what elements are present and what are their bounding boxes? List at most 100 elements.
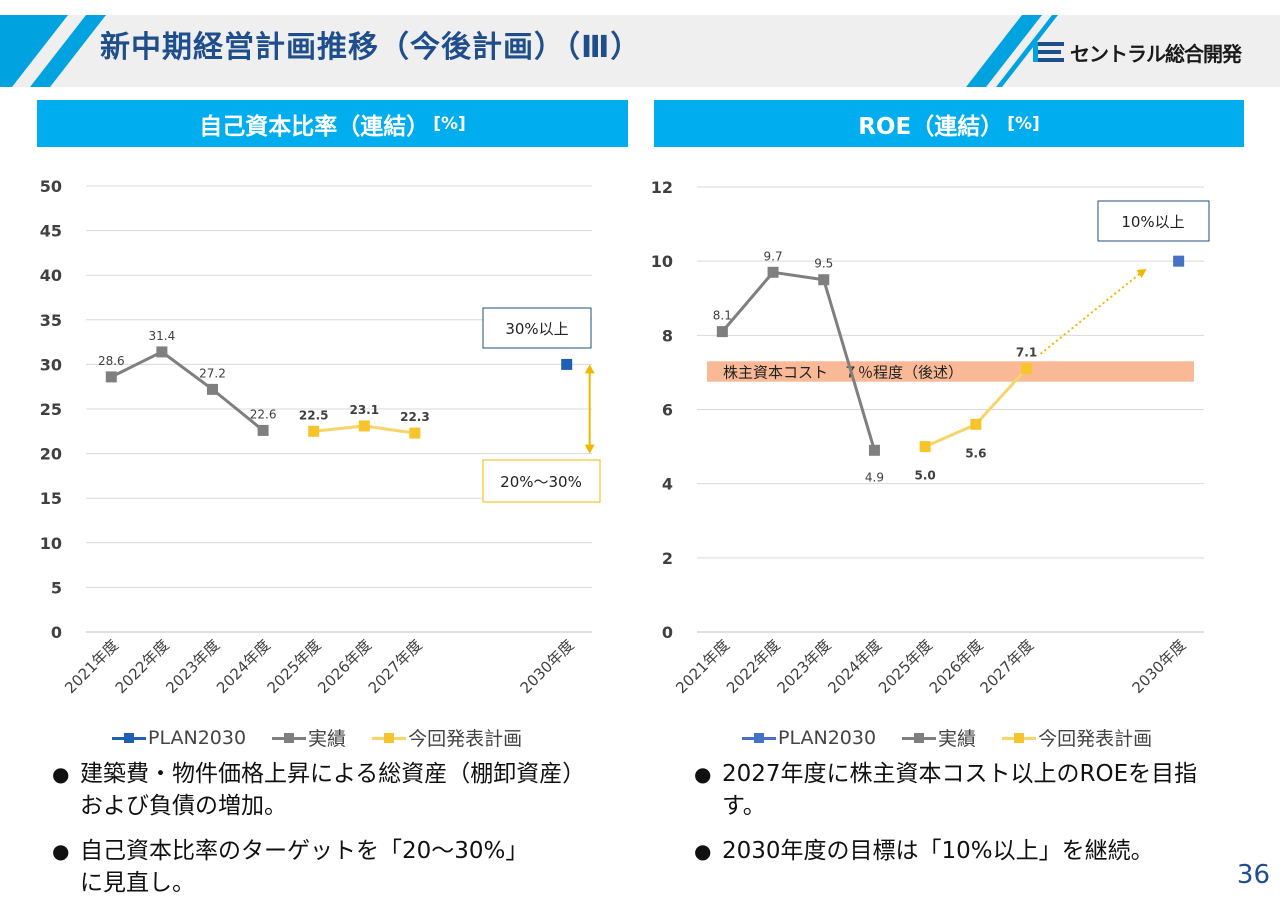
data-label: 27.2 xyxy=(199,366,226,380)
data-point xyxy=(868,444,880,456)
trend-arrow-line xyxy=(1039,272,1142,355)
data-point xyxy=(716,326,728,338)
data-label: 22.6 xyxy=(250,407,277,421)
legend-label: 今回発表計画 xyxy=(408,728,523,750)
x-tick-label: 2021年度 xyxy=(672,636,733,697)
roe-chart: 0246810122021年度2022年度2023年度2024年度2025年度2… xyxy=(651,178,1210,697)
y-tick-label: 0 xyxy=(51,623,62,642)
legend-label: PLAN2030 xyxy=(148,726,247,749)
trend-arrow-head xyxy=(1136,269,1147,279)
x-tick-label: 2026年度 xyxy=(314,636,375,697)
header-stripe-right-1 xyxy=(966,15,1042,87)
data-label: 22.3 xyxy=(400,410,430,424)
y-tick-label: 0 xyxy=(662,623,673,642)
y-tick-label: 12 xyxy=(651,178,673,197)
x-tick-label: 2030年度 xyxy=(517,636,578,697)
legend-item-actual: 実績 xyxy=(272,724,346,751)
left-panel-title: 自己資本比率（連結） xyxy=(199,113,430,140)
logo-text: セントラル総合開発 xyxy=(1070,41,1242,66)
x-tick-label: 2027年度 xyxy=(365,636,426,697)
range-arrow-head-up xyxy=(584,364,595,374)
y-tick-label: 5 xyxy=(51,578,62,597)
right-panel-header: ROE（連結） [%] xyxy=(654,100,1244,147)
y-tick-label: 20 xyxy=(40,445,62,464)
x-tick-label: 2022年度 xyxy=(112,636,173,697)
header-decoration xyxy=(0,15,1058,87)
cost-band-label: 株主資本コスト ７％程度（後述） xyxy=(723,363,963,381)
data-label: 4.9 xyxy=(865,470,884,484)
y-tick-label: 30 xyxy=(40,355,62,374)
page-number: 36 xyxy=(1236,860,1270,890)
x-tick-label: 2024年度 xyxy=(213,636,274,697)
bullet-item: 自己資本比率のターゲットを「20〜30%」に見直し。 xyxy=(52,835,520,899)
y-tick-label: 35 xyxy=(40,311,62,330)
annotation-box-target xyxy=(482,307,592,349)
header-stripe-left-2 xyxy=(30,15,106,87)
annotation-text-target: 10%以上 xyxy=(1121,213,1184,231)
data-label: 8.1 xyxy=(713,309,732,323)
annotation-text-range: 20%〜30% xyxy=(500,473,582,491)
data-point xyxy=(1021,363,1033,375)
left-panel-unit: [%] xyxy=(433,113,466,134)
annotation-text-target: 30%以上 xyxy=(505,320,568,338)
x-tick-label: 2023年度 xyxy=(774,636,835,697)
y-tick-label: 6 xyxy=(662,401,673,420)
data-point xyxy=(970,418,982,430)
data-label: 9.5 xyxy=(814,257,833,271)
data-point xyxy=(818,274,830,286)
y-tick-label: 40 xyxy=(40,266,62,285)
y-tick-label: 4 xyxy=(662,475,673,494)
data-point xyxy=(358,420,370,432)
y-tick-label: 10 xyxy=(40,534,62,553)
y-tick-label: 8 xyxy=(662,326,673,345)
x-tick-label: 2025年度 xyxy=(875,636,936,697)
x-tick-label: 2022年度 xyxy=(723,636,784,697)
legend-label: 今回発表計画 xyxy=(1038,728,1153,750)
data-point xyxy=(257,424,269,436)
data-point xyxy=(409,427,421,439)
legend-label: 実績 xyxy=(308,728,347,750)
data-label: 31.4 xyxy=(149,329,176,343)
data-label: 23.1 xyxy=(349,403,379,417)
bullet-item: 2027年度に株主資本コスト以上のROEを目指す。 xyxy=(694,758,1234,822)
legend-item-plan2030: PLAN2030 xyxy=(112,724,246,751)
data-point xyxy=(919,441,931,453)
x-tick-label: 2027年度 xyxy=(976,636,1037,697)
legend-item-new-plan: 今回発表計画 xyxy=(1002,724,1152,751)
series-line xyxy=(110,350,265,432)
bullet-item: 建築費・物件価格上昇による総資産（棚卸資産）および負債の増加。 xyxy=(52,758,592,822)
data-point xyxy=(561,358,573,370)
annotation-box-target xyxy=(1097,200,1210,242)
right-legend: PLAN2030 実績 今回発表計画 xyxy=(742,724,1152,751)
header-stripe-right-2 xyxy=(996,15,1058,87)
annotation-box-range xyxy=(482,459,601,503)
x-tick-label: 2023年度 xyxy=(162,636,223,697)
left-legend: PLAN2030 実績 今回発表計画 xyxy=(112,724,522,751)
page-title: 新中期経営計画推移（今後計画）（Ⅲ） xyxy=(100,30,642,65)
right-bullets: 2027年度に株主資本コスト以上のROEを目指す。 2030年度の目標は「10%… xyxy=(694,758,1234,880)
y-tick-label: 45 xyxy=(40,222,62,241)
legend-item-actual: 実績 xyxy=(902,724,976,751)
left-panel-header: 自己資本比率（連結） [%] xyxy=(37,100,628,147)
x-tick-label: 2025年度 xyxy=(264,636,325,697)
range-arrow-head-down xyxy=(584,444,595,454)
data-label: 5.0 xyxy=(915,469,936,483)
header-stripe-left-1 xyxy=(0,15,68,87)
data-point xyxy=(308,425,320,437)
y-tick-label: 50 xyxy=(40,177,62,196)
logo-mark-icon xyxy=(1033,42,1064,62)
data-label: 5.6 xyxy=(965,446,986,460)
legend-label: PLAN2030 xyxy=(778,726,877,749)
right-panel-title: ROE（連結） xyxy=(858,113,1004,140)
data-point xyxy=(1173,255,1185,267)
data-label: 28.6 xyxy=(98,354,125,368)
company-logo: セントラル総合開発 xyxy=(1032,36,1242,68)
legend-item-plan2030: PLAN2030 xyxy=(742,724,876,751)
bullet-item: 2030年度の目標は「10%以上」を継続。 xyxy=(694,835,1234,867)
x-tick-label: 2030年度 xyxy=(1129,636,1190,697)
y-tick-label: 15 xyxy=(40,489,62,508)
data-label: 22.5 xyxy=(299,408,329,422)
legend-item-new-plan: 今回発表計画 xyxy=(372,724,522,751)
x-tick-label: 2021年度 xyxy=(61,636,122,697)
data-point xyxy=(156,346,168,358)
